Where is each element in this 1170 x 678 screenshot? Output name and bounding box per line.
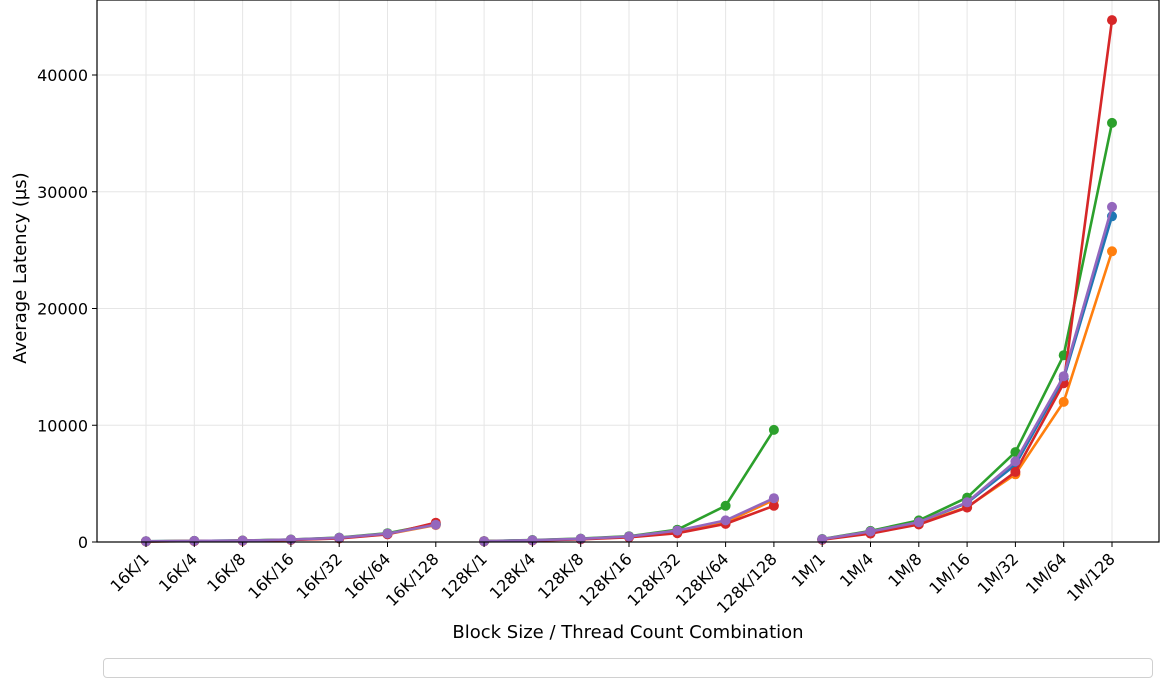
y-tick-label: 40000 (37, 66, 88, 85)
data-point (768, 493, 779, 504)
y-tick-label: 0 (78, 533, 88, 552)
x-tick-label: 128K/4 (486, 549, 539, 602)
data-point (768, 500, 779, 511)
x-tick-label: 1M/1 (788, 549, 829, 590)
x-tick-label: 1M/128 (1063, 549, 1119, 605)
data-point (865, 526, 876, 537)
y-tick-label: 30000 (37, 183, 88, 202)
x-tick-label: 1M/16 (925, 549, 974, 598)
data-point (1010, 456, 1021, 467)
data-point (1058, 396, 1069, 407)
data-point (479, 536, 490, 547)
data-point (1107, 246, 1117, 257)
data-point (962, 497, 973, 508)
data-point (334, 532, 345, 543)
x-tick-label: 16K/128 (382, 549, 443, 610)
data-point (237, 535, 248, 546)
data-point (624, 531, 634, 542)
data-point (141, 536, 151, 547)
x-tick-label: 1M/4 (836, 549, 877, 590)
data-point (1107, 117, 1117, 128)
data-point (430, 519, 441, 530)
y-tick-label: 10000 (37, 416, 88, 435)
data-point (720, 500, 731, 511)
x-tick-label: 16K/4 (155, 549, 201, 595)
data-point (720, 515, 731, 526)
x-tick-label: 128K/1 (437, 549, 490, 602)
series-layer (141, 15, 1117, 547)
x-tick-label: 16K/32 (293, 549, 346, 602)
data-point (382, 528, 393, 539)
x-axis-label: Block Size / Thread Count Combination (452, 622, 803, 643)
x-tick-label: 16K/16 (244, 549, 297, 602)
legend-box (103, 658, 1153, 678)
data-point (1107, 15, 1117, 26)
x-tick-label: 1M/8 (884, 549, 925, 590)
x-tick-label: 16K/1 (107, 549, 153, 595)
data-point (913, 517, 924, 528)
y-tick-label: 20000 (37, 300, 88, 319)
data-point (1010, 466, 1021, 477)
x-tick-label: 16K/8 (203, 549, 249, 595)
x-axis-ticks: 16K/1 16K/4 16K/816K/1616K/3216K/6416K/128… (107, 542, 1119, 617)
grid-lines (97, 0, 1159, 543)
data-point (768, 424, 779, 435)
data-point (527, 535, 538, 546)
data-point (575, 533, 586, 544)
data-point (1058, 371, 1069, 382)
x-tick-label: 1M/32 (974, 549, 1023, 598)
data-point (672, 525, 683, 536)
data-point (1107, 201, 1117, 212)
y-axis-label: Average Latency (µs) (10, 172, 31, 363)
y-axis-ticks: 0 10000 20000 30000 40000 (37, 66, 97, 552)
data-point (189, 535, 200, 546)
plot-frame (96, 0, 1160, 543)
